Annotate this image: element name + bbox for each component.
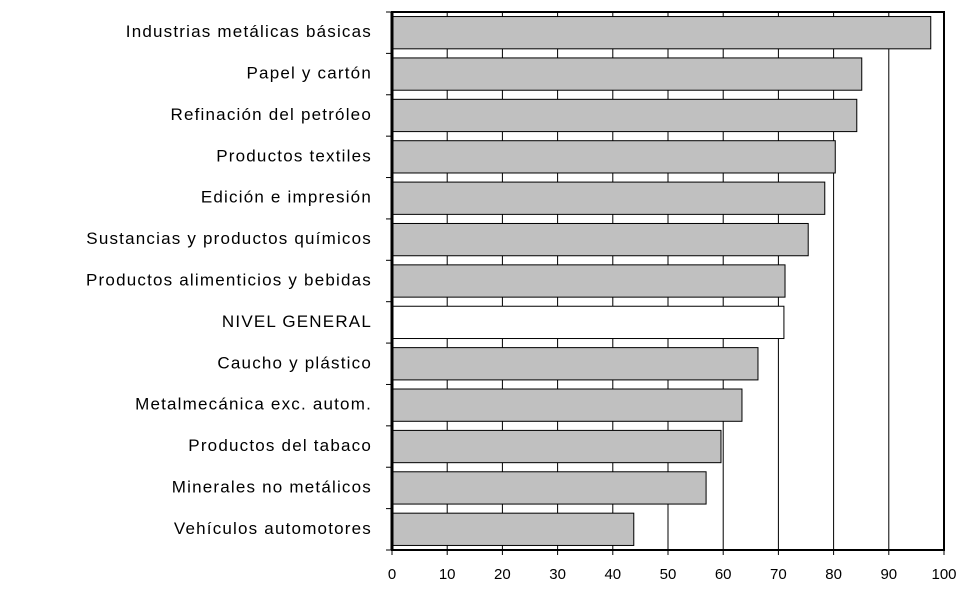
x-tick-label: 30 (549, 566, 566, 583)
bar (391, 181, 826, 215)
y-tick-label: Metalmecánica exc. autom. (135, 395, 372, 414)
bar (391, 512, 635, 546)
x-tick-label: 40 (604, 566, 621, 583)
x-tick-label: 80 (825, 566, 842, 583)
x-tick-label: 10 (439, 566, 456, 583)
x-tick-label: 70 (770, 566, 787, 583)
y-tick-label: Refinación del petróleo (171, 105, 373, 124)
x-tick-label: 60 (715, 566, 732, 583)
y-tick-label: NIVEL GENERAL (222, 312, 372, 331)
y-tick-label: Edición e impresión (201, 188, 372, 207)
bar (391, 471, 707, 505)
y-tick-label: Vehículos automotores (174, 519, 372, 538)
y-tick-label: Minerales no metálicos (172, 477, 372, 496)
y-tick-label: Productos alimenticios y bebidas (86, 270, 372, 289)
x-tick-label: 100 (931, 566, 956, 583)
bar (391, 305, 785, 340)
bar (391, 347, 759, 381)
bar (391, 57, 863, 91)
y-tick-label: Papel y cartón (247, 64, 372, 83)
y-tick-label: Caucho y plástico (217, 353, 372, 372)
bar (391, 98, 858, 133)
bar (391, 388, 743, 422)
bar (391, 140, 836, 174)
bar (391, 222, 809, 257)
x-tick-label: 90 (880, 566, 897, 583)
y-tick-label: Productos textiles (216, 146, 372, 165)
y-tick-label: Productos del tabaco (188, 436, 372, 455)
bar (391, 264, 786, 298)
x-tick-label: 0 (388, 566, 396, 583)
bar (391, 429, 722, 464)
bar (391, 16, 932, 50)
x-tick-label: 50 (660, 566, 677, 583)
x-tick-label: 20 (494, 566, 511, 583)
y-tick-label: Sustancias y productos químicos (86, 229, 372, 248)
y-tick-label: Industrias metálicas básicas (126, 22, 372, 41)
